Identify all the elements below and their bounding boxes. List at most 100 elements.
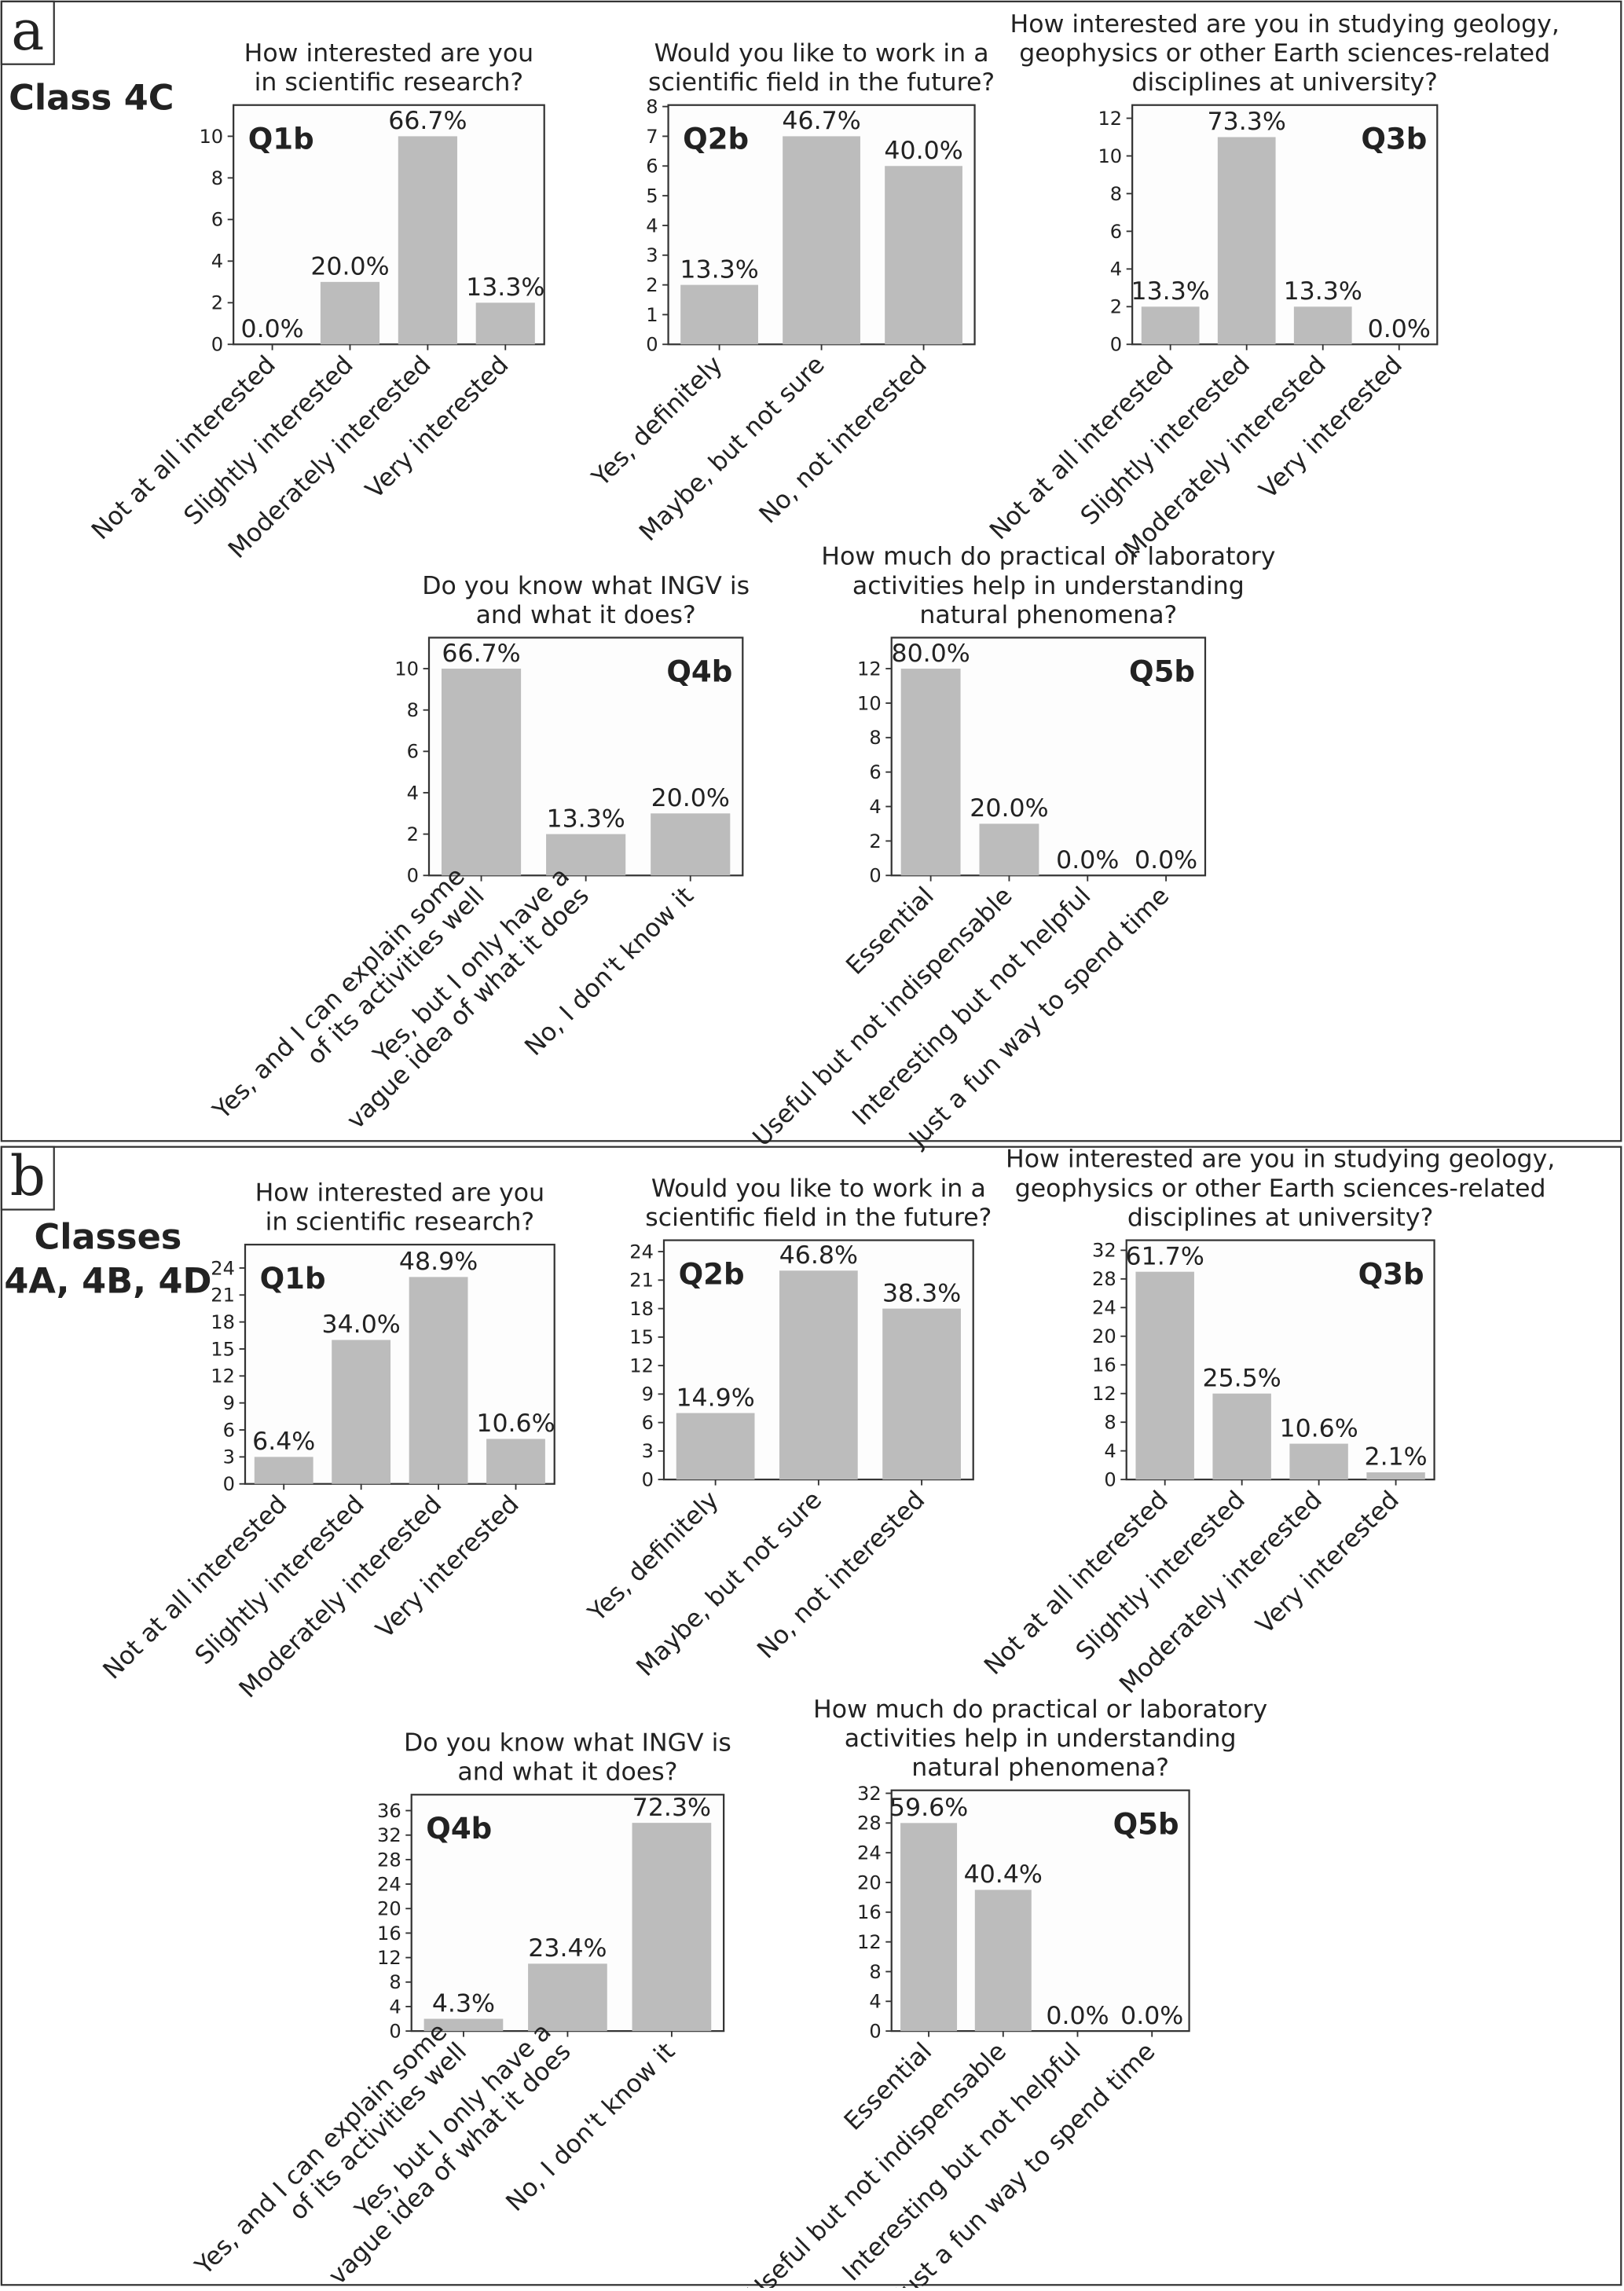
chart-title: Would you like to work in a scientific fi… (645, 1175, 992, 1232)
y-tick-label: 32 (377, 1824, 401, 1846)
chart-title: Would you like to work in a scientific fi… (648, 39, 995, 97)
x-tick-label: Maybe, but not sure (634, 350, 830, 547)
value-label: 40.4% (964, 1860, 1043, 1889)
y-tick-label: 0 (389, 2021, 401, 2043)
chart-tag: Q3b (1361, 122, 1427, 156)
y-tick-label: 0 (869, 2021, 881, 2043)
bar (409, 1277, 468, 1484)
y-tick-label: 2 (407, 823, 419, 845)
chart-tag: Q5b (1113, 1807, 1179, 1841)
y-tick-label: 24 (1092, 1297, 1116, 1319)
y-tick-label: 1 (646, 304, 658, 326)
value-label: 0.0% (1368, 315, 1431, 343)
x-tick-label: No, not interested (752, 1486, 930, 1664)
y-tick-label: 12 (857, 658, 882, 680)
y-tick-label: 8 (1104, 1412, 1116, 1434)
bar (632, 1823, 712, 2032)
bar (486, 1439, 545, 1484)
bar (320, 281, 380, 345)
y-tick-label: 16 (1092, 1354, 1116, 1376)
value-label: 46.8% (779, 1241, 858, 1270)
y-tick-label: 4 (869, 1991, 881, 2013)
y-tick-label: 3 (646, 244, 658, 266)
bar (651, 813, 731, 876)
bar (1217, 137, 1276, 345)
bar (441, 669, 522, 876)
bar (1212, 1393, 1271, 1480)
x-tick-label: Very interested (1254, 350, 1408, 504)
value-label: 10.6% (476, 1409, 555, 1438)
y-tick-label: 12 (857, 1931, 882, 1953)
y-tick-label: 6 (211, 209, 223, 231)
y-tick-label: 28 (857, 1813, 882, 1835)
bar (882, 1308, 961, 1480)
y-tick-label: 4 (1104, 1440, 1116, 1462)
y-tick-label: 8 (646, 96, 658, 118)
y-tick-label: 0 (869, 865, 881, 887)
value-label: 13.3% (1284, 277, 1362, 306)
value-label: 25.5% (1203, 1364, 1281, 1392)
value-label: 38.3% (882, 1279, 961, 1307)
y-tick-label: 6 (869, 761, 881, 783)
x-tick-label: Very interested (361, 350, 515, 504)
y-tick-label: 15 (211, 1338, 235, 1360)
y-tick-label: 0 (407, 865, 419, 887)
y-tick-label: 7 (646, 126, 658, 148)
y-tick-label: 12 (1092, 1383, 1116, 1405)
chart-tag: Q4b (426, 1812, 492, 1846)
value-label: 59.6% (889, 1794, 968, 1822)
y-tick-label: 8 (407, 699, 419, 721)
bar (979, 823, 1039, 876)
y-tick-label: 0 (642, 1469, 654, 1491)
y-tick-label: 18 (211, 1311, 235, 1333)
value-label: 61.7% (1126, 1242, 1204, 1270)
value-label: 0.0% (1120, 2002, 1183, 2030)
chart-title: Do you know what INGV is and what it does… (422, 572, 750, 629)
chart-tag: Q4b (666, 654, 732, 688)
value-label: 72.3% (632, 1794, 711, 1822)
bar (676, 1413, 755, 1480)
y-tick-label: 24 (629, 1241, 654, 1263)
y-tick-label: 32 (1092, 1240, 1116, 1262)
chart-title: How interested are you in scientific rese… (244, 39, 534, 97)
panel-letter: b (10, 1143, 46, 1208)
bar (398, 136, 457, 345)
y-tick-label: 12 (629, 1354, 654, 1376)
y-tick-label: 36 (377, 1800, 401, 1822)
value-label: 46.7% (782, 107, 860, 135)
y-tick-label: 18 (629, 1298, 654, 1320)
chart-title: How much do practical or laboratory activ… (821, 543, 1275, 629)
y-tick-label: 16 (377, 1923, 401, 1945)
y-tick-label: 0 (211, 334, 223, 356)
value-label: 80.0% (891, 640, 970, 668)
y-tick-label: 4 (646, 214, 658, 236)
y-tick-label: 0 (1104, 1469, 1116, 1491)
y-tick-label: 8 (1110, 183, 1122, 205)
bar (900, 669, 961, 876)
y-tick-label: 10 (394, 658, 419, 680)
bar (546, 834, 626, 876)
x-tick-label: Very interested (1251, 1486, 1405, 1640)
chart-tag: Q2b (683, 122, 749, 156)
bar (475, 302, 535, 345)
y-tick-label: 16 (857, 1901, 882, 1923)
y-tick-label: 6 (223, 1419, 235, 1441)
value-label: 66.7% (442, 640, 520, 668)
y-tick-label: 8 (211, 167, 223, 189)
bar (254, 1457, 313, 1484)
y-tick-label: 6 (646, 156, 658, 178)
panel-label: Class 4C (9, 77, 174, 118)
value-label: 2.1% (1364, 1443, 1427, 1472)
bar (528, 1963, 607, 2032)
y-tick-label: 9 (223, 1392, 235, 1414)
y-tick-label: 21 (211, 1285, 235, 1307)
value-label: 13.3% (680, 255, 758, 284)
y-tick-label: 8 (869, 1961, 881, 1983)
bar (1366, 1472, 1425, 1480)
y-tick-label: 3 (223, 1446, 235, 1468)
value-label: 0.0% (1046, 2002, 1109, 2030)
bar (423, 2018, 504, 2032)
bar (1293, 306, 1352, 345)
chart-title: How much do practical or laboratory activ… (813, 1695, 1267, 1782)
